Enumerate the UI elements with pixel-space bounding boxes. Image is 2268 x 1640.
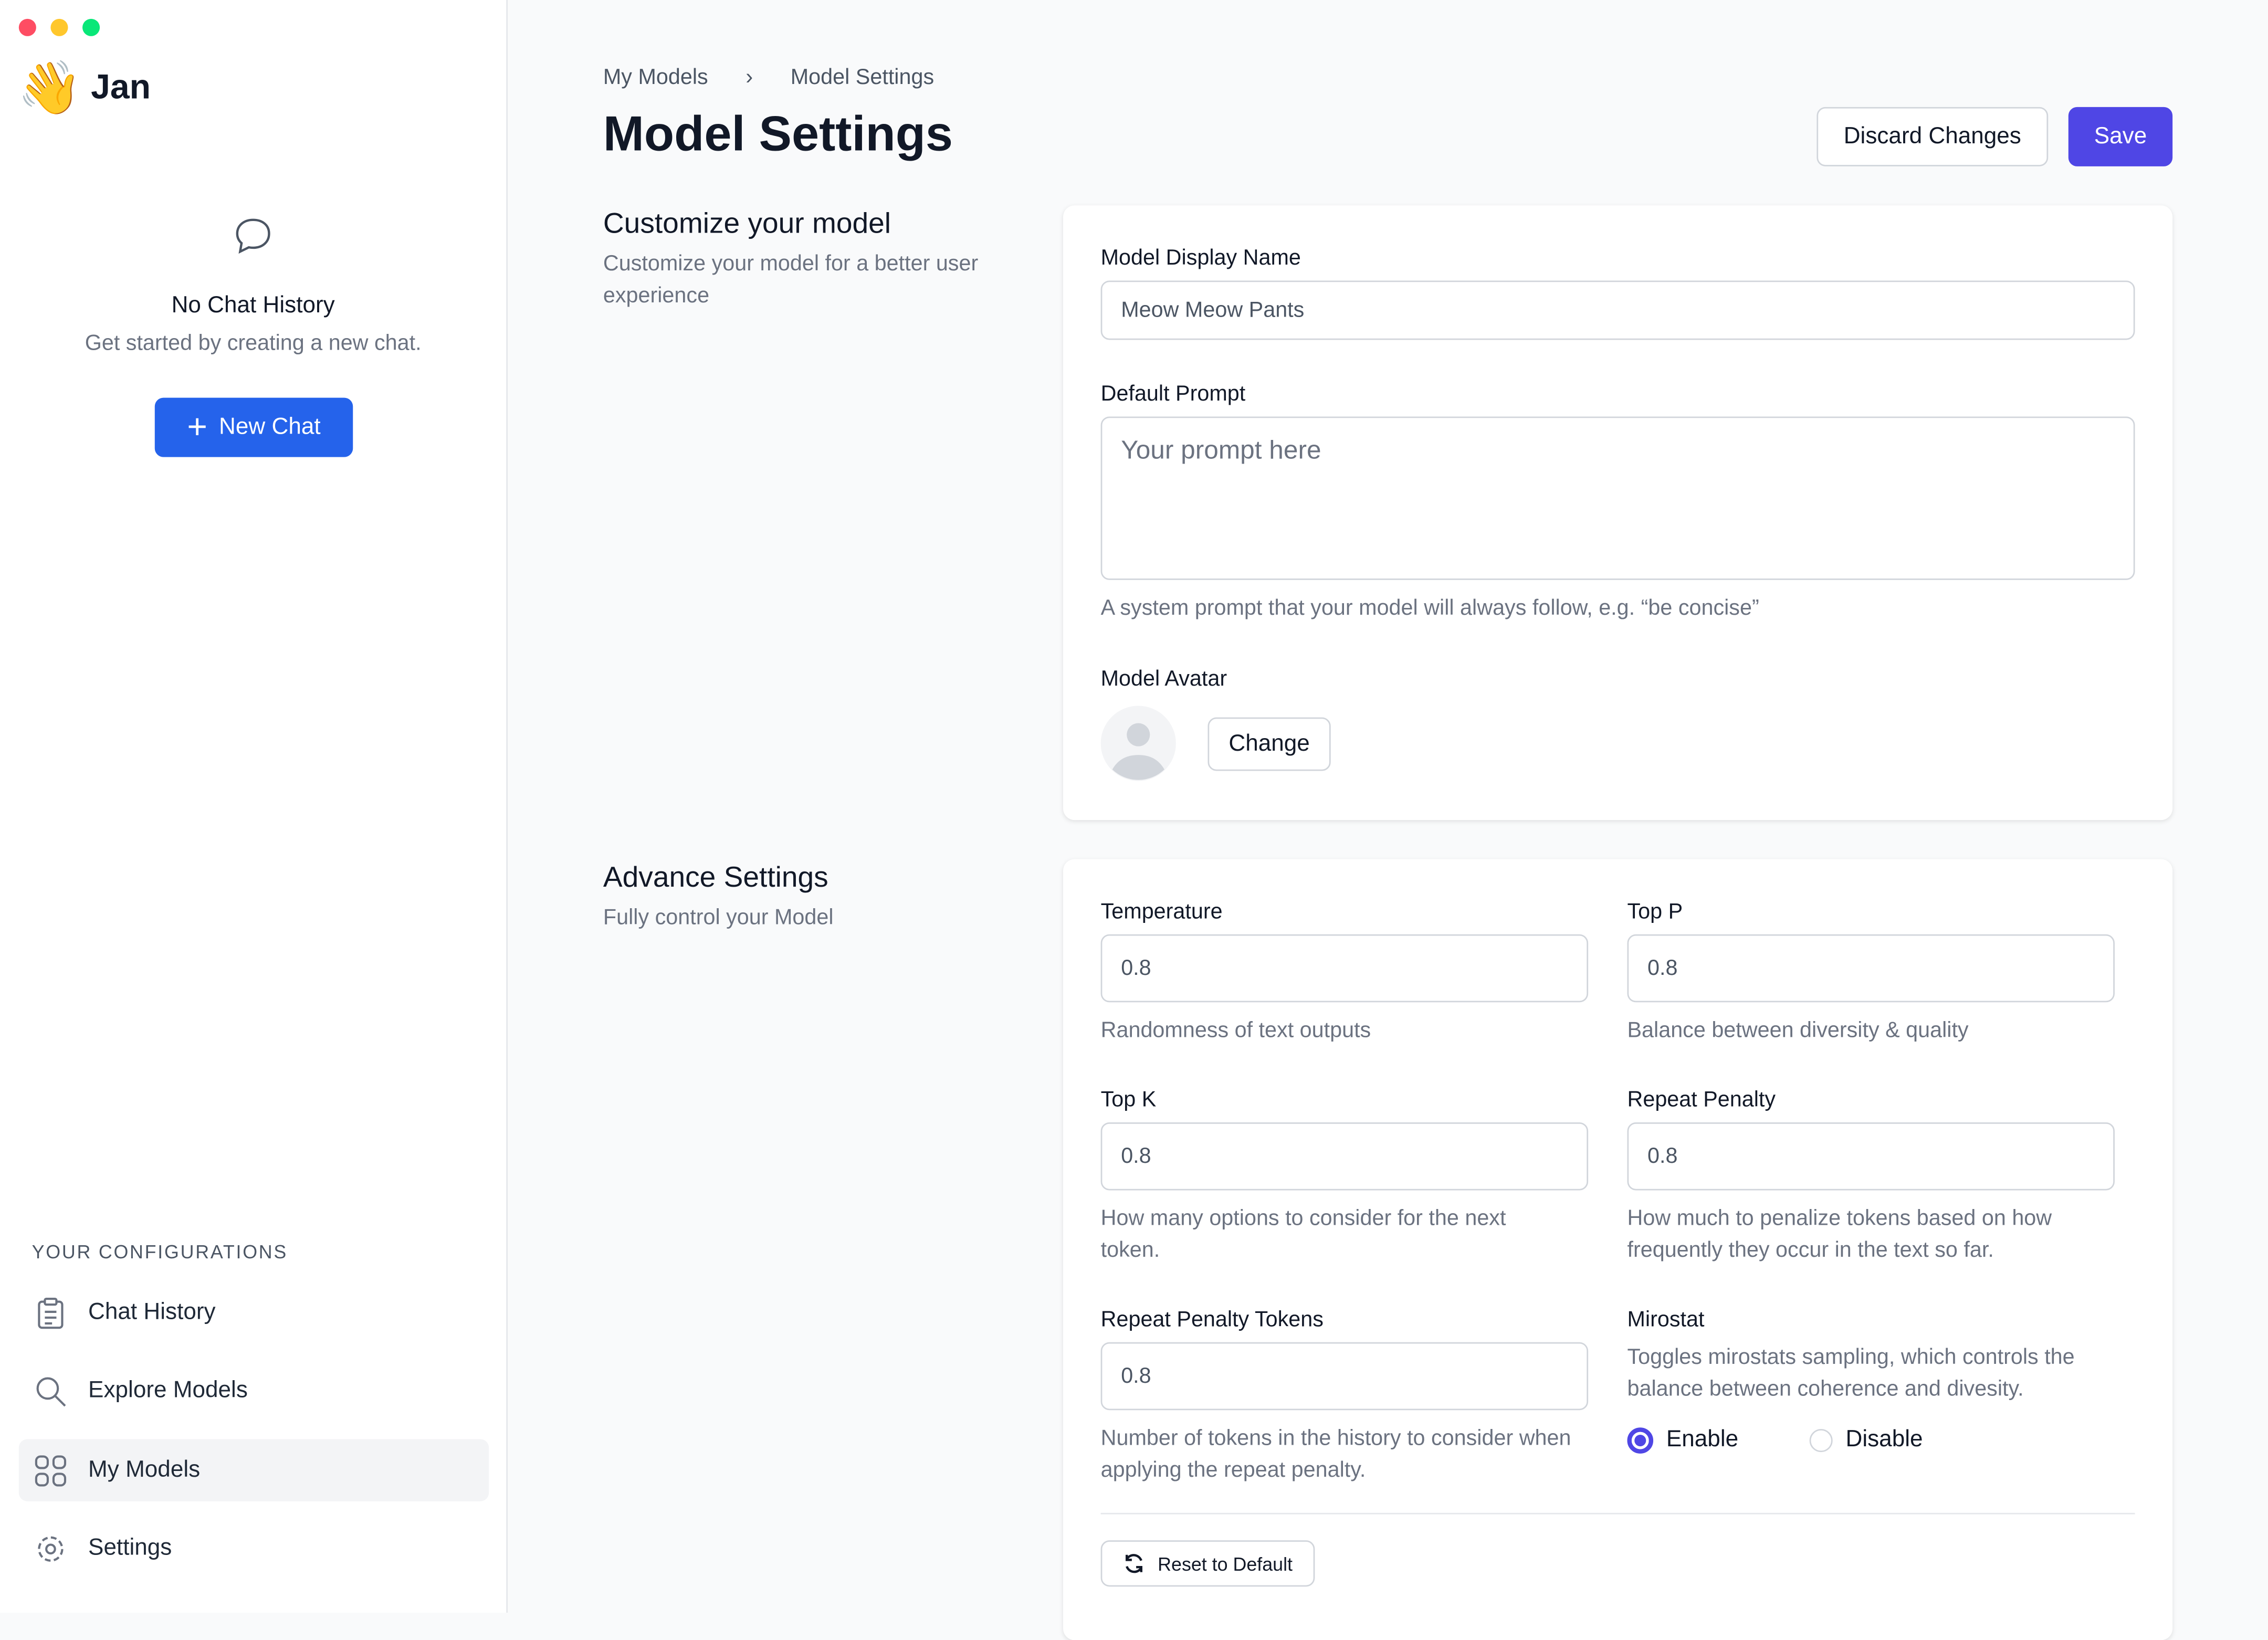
sidebar: 👋 Jan No Chat History Get started by cre…	[0, 0, 508, 1613]
sidebar-item-label: Settings	[88, 1535, 172, 1560]
reset-to-default-button[interactable]: Reset to Default	[1100, 1540, 1315, 1587]
top-k-help: How many options to consider for the nex…	[1100, 1206, 1506, 1263]
repeat-penalty-input[interactable]: 0.8	[1627, 1122, 2115, 1191]
chevron-right-icon: ›	[746, 65, 753, 90]
discard-changes-button[interactable]: Discard Changes	[1816, 107, 2049, 166]
customize-subtitle: Customize your model for a better user e…	[603, 251, 979, 308]
app-logo: 👋 Jan	[17, 58, 151, 119]
sidebar-item-label: Explore Models	[88, 1378, 248, 1403]
top-k-input[interactable]: 0.8	[1100, 1122, 1589, 1191]
wave-hand-icon: 👋	[17, 58, 82, 118]
page-title: Model Settings	[603, 107, 953, 162]
gear-icon	[38, 1536, 64, 1561]
new-chat-button[interactable]: + New Chat	[154, 397, 353, 457]
radio-unchecked-icon	[1809, 1429, 1833, 1453]
app-name: Jan	[91, 68, 151, 107]
top-p-label: Top P	[1627, 899, 1683, 924]
mirostat-help: Toggles mirostats sampling, which contro…	[1627, 1345, 2075, 1402]
refresh-icon	[1126, 1554, 1143, 1573]
breadcrumb-model-settings: Model Settings	[790, 65, 934, 90]
chat-bubble-icon	[236, 218, 270, 254]
prompt-help: A system prompt that your model will alw…	[1100, 596, 1759, 621]
top-p-input[interactable]: 0.8	[1627, 934, 2115, 1003]
clipboard-icon	[38, 1297, 64, 1328]
repeat-penalty-help: How much to penalize tokens based on how…	[1627, 1206, 2052, 1263]
enable-label: Enable	[1666, 1427, 1739, 1453]
window-maximize-button[interactable]	[82, 18, 100, 36]
default-prompt-label: Default Prompt	[1100, 382, 1246, 407]
configurations-heading: YOUR CONFIGURATIONS	[32, 1240, 288, 1263]
save-button[interactable]: Save	[2068, 107, 2173, 166]
advanced-card: Temperature 0.8 Randomness of text outpu…	[1063, 859, 2173, 1640]
plus-icon: +	[187, 407, 208, 446]
new-chat-label: New Chat	[219, 414, 321, 439]
sidebar-item-explore-models[interactable]: Explore Models	[19, 1360, 489, 1422]
advanced-subtitle: Fully control your Model	[603, 905, 834, 930]
top-p-help: Balance between diversity & quality	[1627, 1018, 1969, 1043]
search-icon	[36, 1376, 66, 1406]
sidebar-item-label: My Models	[88, 1457, 201, 1482]
repeat-penalty-tokens-input[interactable]: 0.8	[1100, 1342, 1589, 1411]
window-minimize-button[interactable]	[50, 18, 68, 36]
mirostat-enable-radio[interactable]: Enable	[1627, 1427, 1738, 1454]
window-close-button[interactable]	[18, 18, 36, 36]
change-avatar-button[interactable]: Change	[1208, 717, 1331, 771]
reset-label: Reset to Default	[1158, 1552, 1293, 1574]
prompt-placeholder: Your prompt here	[1121, 435, 1321, 465]
temperature-label: Temperature	[1100, 899, 1223, 924]
avatar-placeholder-icon	[1100, 706, 1176, 781]
repeat-penalty-tokens-label: Repeat Penalty Tokens	[1100, 1307, 1324, 1332]
display-name-label: Model Display Name	[1100, 246, 1301, 271]
sidebar-item-settings[interactable]: Settings	[19, 1517, 489, 1579]
breadcrumb: My Models › Model Settings	[603, 65, 934, 90]
display-name-input[interactable]: Meow Meow Pants	[1100, 280, 2135, 340]
sidebar-item-label: Chat History	[88, 1299, 216, 1324]
mirostat-label: Mirostat	[1627, 1307, 1705, 1332]
repeat-penalty-tokens-help: Number of tokens in the history to consi…	[1100, 1426, 1571, 1483]
grid-icon	[35, 1454, 67, 1486]
sidebar-item-my-models[interactable]: My Models	[18, 1439, 489, 1501]
mirostat-disable-radio[interactable]: Disable	[1809, 1427, 1923, 1454]
top-k-label: Top K	[1100, 1087, 1157, 1112]
disable-label: Disable	[1845, 1427, 1923, 1453]
temperature-help: Randomness of text outputs	[1100, 1018, 1371, 1043]
empty-subtitle: Get started by creating a new chat.	[85, 331, 422, 356]
avatar-label: Model Avatar	[1100, 667, 1227, 691]
breadcrumb-my-models[interactable]: My Models	[603, 65, 708, 90]
radio-checked-icon	[1627, 1427, 1654, 1454]
temperature-input[interactable]: 0.8	[1100, 934, 1589, 1003]
repeat-penalty-label: Repeat Penalty	[1627, 1087, 1776, 1112]
default-prompt-textarea[interactable]: Your prompt here	[1100, 416, 2135, 580]
sidebar-item-chat-history[interactable]: Chat History	[19, 1281, 489, 1343]
divider	[1100, 1512, 2135, 1515]
customize-title: Customize your model	[603, 208, 891, 240]
advanced-title: Advance Settings	[603, 862, 828, 894]
empty-title: No Chat History	[171, 293, 335, 319]
customize-card: Model Display Name Meow Meow Pants Defau…	[1063, 205, 2173, 821]
